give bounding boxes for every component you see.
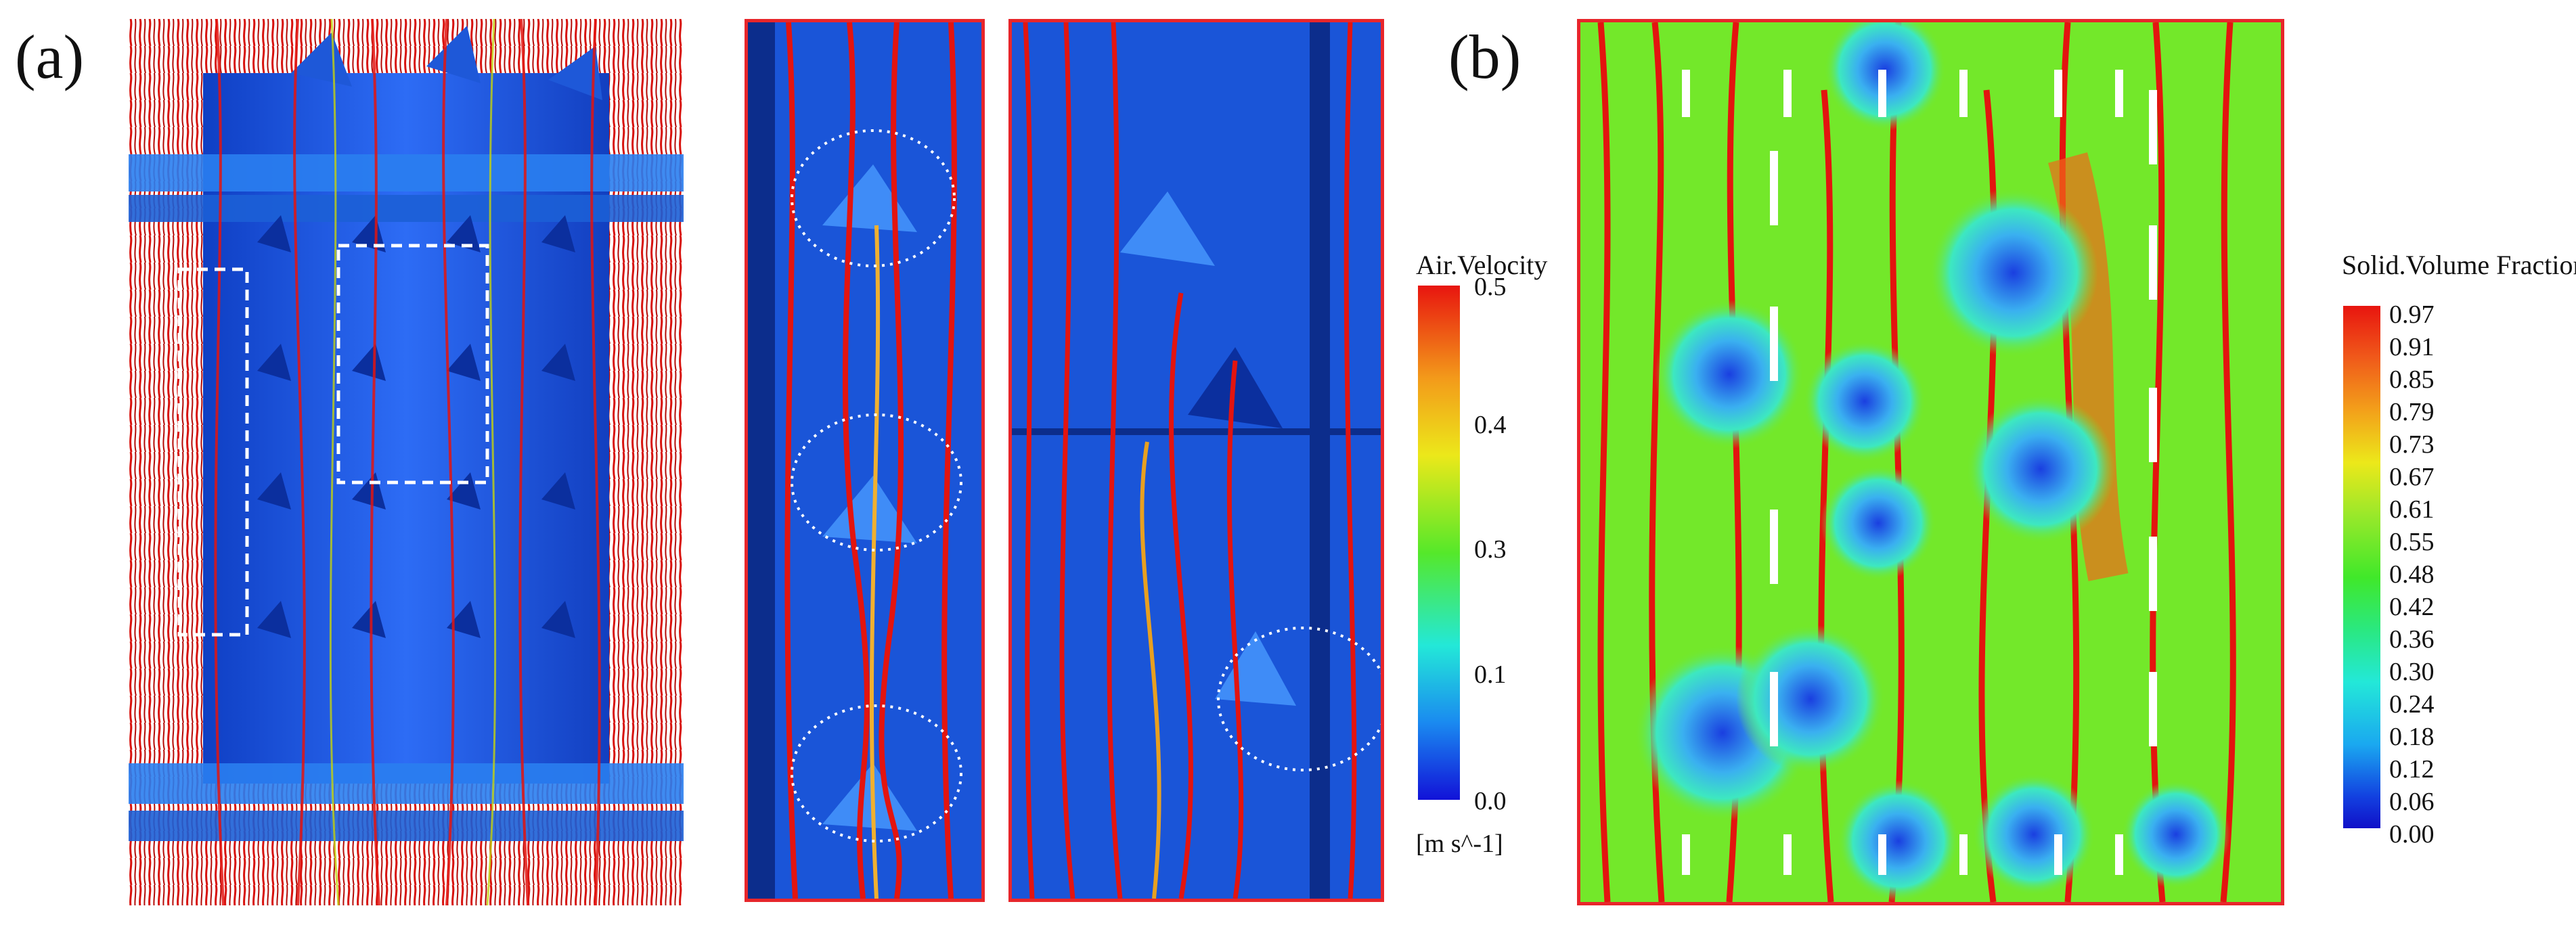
air-velocity-tick: 0.3 bbox=[1474, 535, 1507, 564]
streamline-3d-view bbox=[129, 19, 684, 905]
air-velocity-colorbar-title: Air.Velocity bbox=[1416, 250, 1548, 280]
solid-fraction-tick: 0.12 bbox=[2389, 755, 2435, 784]
solid-fraction-tick: 0.48 bbox=[2389, 560, 2435, 589]
solid-fraction-tick: 0.30 bbox=[2389, 658, 2435, 686]
solid-fraction-tick: 0.36 bbox=[2389, 625, 2435, 654]
air-velocity-colorbar bbox=[1418, 286, 1460, 800]
solid-fraction-colorbar-title: Solid.Volume Fraction bbox=[2342, 250, 2576, 280]
solid-fraction-tick: 0.67 bbox=[2389, 463, 2435, 491]
solid-fraction-tick: 0.18 bbox=[2389, 723, 2435, 751]
panel-b-label: (b) bbox=[1448, 22, 1522, 91]
solid-fraction-tick: 0.61 bbox=[2389, 495, 2435, 524]
solid-fraction-tick: 0.06 bbox=[2389, 788, 2435, 816]
solid-fraction-tick: 0.55 bbox=[2389, 528, 2435, 556]
solid-fraction-colorbar bbox=[2343, 306, 2380, 828]
selection-box-left bbox=[177, 267, 249, 637]
solid-volume-fraction-contour bbox=[1577, 19, 2284, 905]
solid-fraction-tick: 0.24 bbox=[2389, 690, 2435, 719]
solid-fraction-tick: 0.85 bbox=[2389, 365, 2435, 394]
panel-a-label: (a) bbox=[15, 22, 85, 91]
zoom-panel-2 bbox=[1008, 19, 1384, 902]
air-velocity-tick: 0.0 bbox=[1474, 787, 1507, 815]
air-velocity-tick: 0.4 bbox=[1474, 411, 1507, 439]
solid-fraction-tick: 0.97 bbox=[2389, 300, 2435, 329]
zoom-panel-1 bbox=[745, 19, 985, 902]
solid-fraction-tick: 0.79 bbox=[2389, 398, 2435, 426]
solid-fraction-tick: 0.73 bbox=[2389, 430, 2435, 459]
selection-box-center bbox=[336, 244, 489, 484]
solid-fraction-tick: 0.00 bbox=[2389, 820, 2435, 849]
air-velocity-unit: [m s^-1] bbox=[1416, 830, 1503, 858]
solid-fraction-tick: 0.42 bbox=[2389, 593, 2435, 621]
air-velocity-tick: 0.1 bbox=[1474, 660, 1507, 689]
air-velocity-tick: 0.5 bbox=[1474, 273, 1507, 301]
solid-fraction-tick: 0.91 bbox=[2389, 333, 2435, 361]
